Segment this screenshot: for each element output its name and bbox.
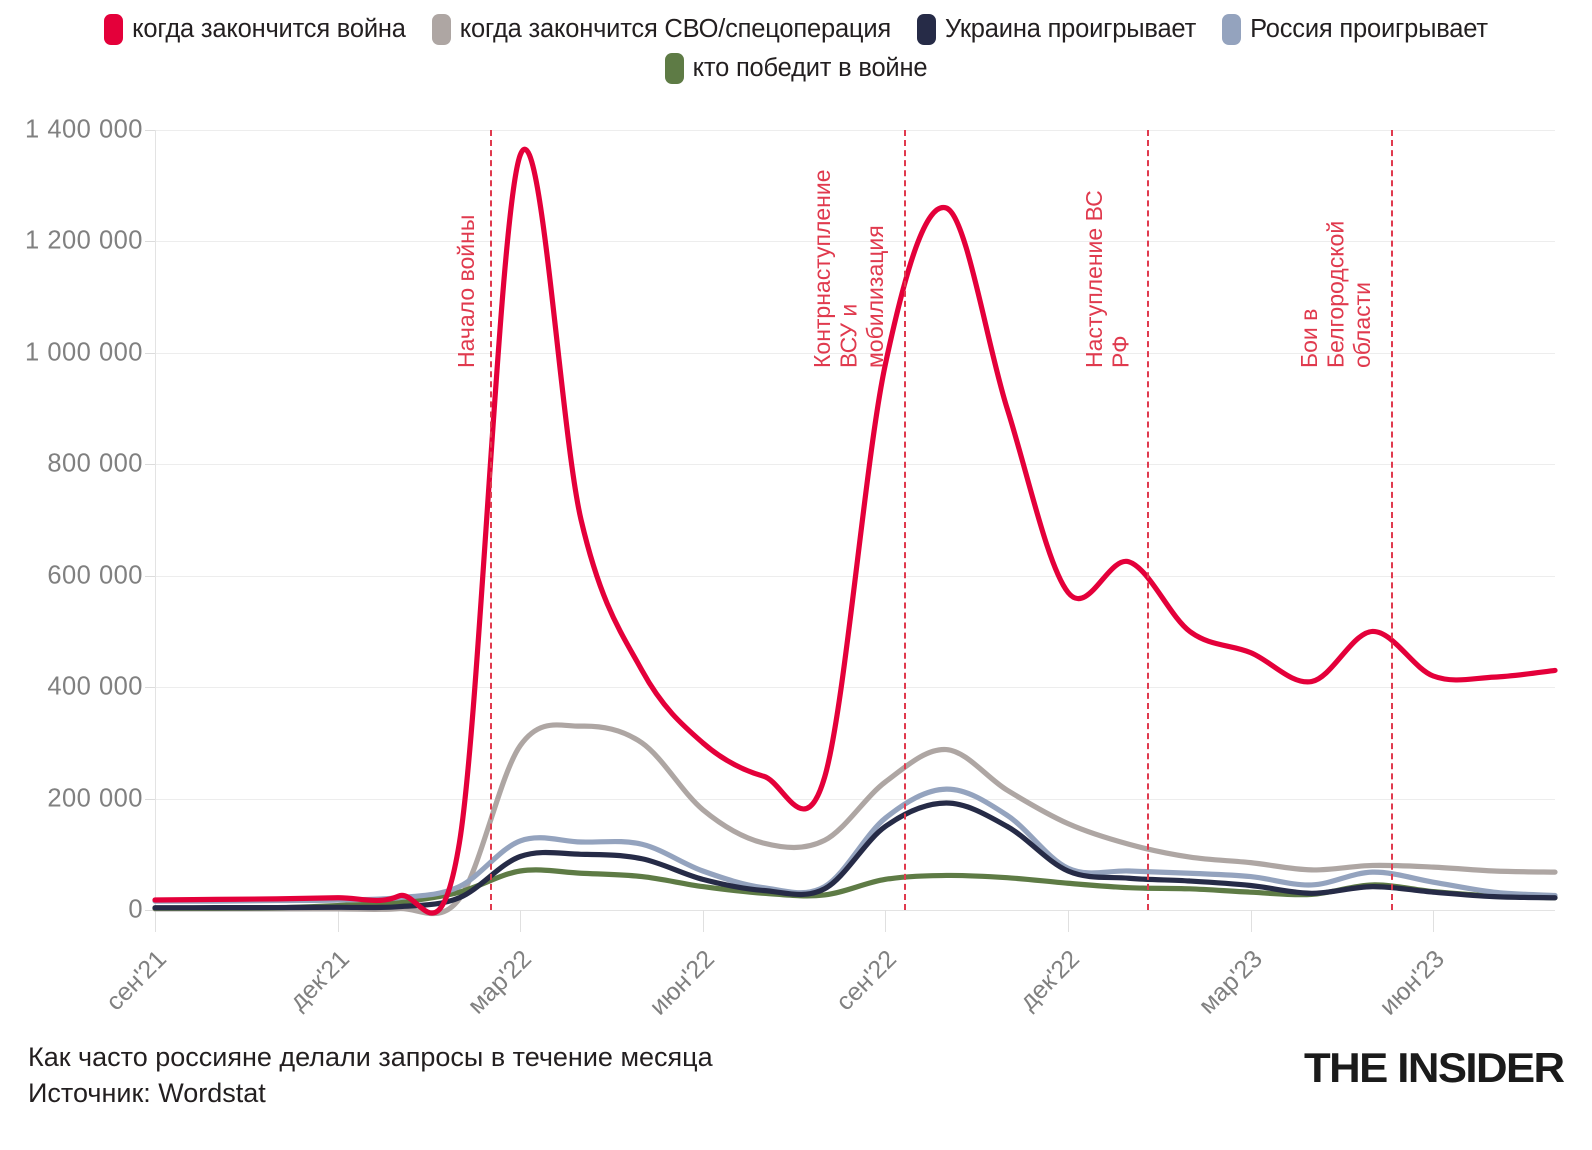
event-label-line: Наступление ВС (1081, 190, 1108, 368)
the-insider-logo: THE INSIDER (1304, 1044, 1565, 1091)
gridline (155, 687, 1555, 689)
event-marker-line (903, 130, 906, 910)
x-axis-tick-label: сен'22 (831, 944, 903, 1017)
legend-row-2: кто победит в войне (0, 53, 1592, 84)
y-axis-tick-label: 600 000 (47, 561, 143, 590)
event-marker-label: Бои в Белгородской области (1296, 138, 1383, 368)
x-axis-tickmark (1068, 910, 1070, 932)
event-marker-line (489, 130, 492, 910)
event-label-line: Белгородской (1322, 220, 1349, 368)
gridline (155, 798, 1555, 800)
legend-item-label: когда закончится СВО/спецоперация (459, 15, 891, 43)
legend-row-1: когда закончится война когда закончится С… (0, 14, 1592, 45)
legend-item[interactable]: когда закончится война (104, 14, 406, 45)
legend-swatch-icon (1222, 14, 1242, 45)
y-axis-tickmark (145, 464, 155, 466)
x-axis-tick-label: мар'23 (1192, 944, 1268, 1020)
gridline (155, 464, 1555, 466)
y-axis-tick-label: 1 000 000 (25, 338, 143, 367)
x-axis-tickmark (1433, 910, 1435, 932)
event-label-line: РФ (1107, 335, 1134, 368)
event-label-line: мобилизация (861, 225, 888, 368)
y-axis-tickmark (145, 798, 155, 800)
legend-item-label: Украина проигрывает (945, 15, 1197, 43)
legend-item-label: когда закончится война (132, 15, 406, 43)
event-marker-label: Контрнаступление ВСУ и мобилизация (809, 138, 896, 368)
x-axis-tickmark (337, 910, 339, 932)
chart-legend: когда закончится война когда закончится С… (0, 14, 1592, 84)
caption-line: Как часто россияне делали запросы в тече… (28, 1042, 713, 1072)
legend-item[interactable]: когда закончится СВО/спецоперация (431, 14, 891, 45)
x-axis-tickmark (520, 910, 522, 932)
y-axis-tickmark (145, 910, 155, 911)
series-line (152, 786, 1558, 904)
gridline (155, 352, 1555, 354)
legend-item[interactable]: Украина проигрывает (917, 14, 1196, 45)
y-axis-tick-label: 800 000 (47, 449, 143, 478)
event-marker-label: Наступление ВС РФ (1081, 138, 1139, 368)
legend-item[interactable]: кто победит в войне (664, 53, 928, 84)
legend-swatch-icon (104, 14, 124, 45)
gridline (155, 130, 1555, 131)
event-label-line: Бои в (1295, 308, 1322, 368)
event-marker-line (1147, 130, 1150, 910)
y-axis-line (155, 130, 156, 910)
event-label-line: Начало войны (452, 214, 479, 368)
y-axis-tickmark (145, 687, 155, 689)
y-axis-tick-label: 0 (128, 895, 143, 924)
footer-caption: Как часто россияне делали запросы в тече… (28, 1040, 713, 1111)
series-line (152, 800, 1558, 911)
y-axis-tick-label: 1 400 000 (25, 115, 143, 144)
y-axis-tickmark (145, 130, 155, 131)
gridline (155, 241, 1555, 243)
series-line (152, 146, 1558, 916)
chart-plot-area: 1 400 000 1 200 000 1 000 000 800 000 600 00… (25, 116, 1558, 1021)
legend-item-label: Россия проигрывает (1250, 15, 1488, 43)
legend-item[interactable]: Россия проигрывает (1222, 14, 1488, 45)
y-axis-tickmark (145, 352, 155, 354)
y-axis-tick-label: 400 000 (47, 672, 143, 701)
event-marker-label: Начало войны (453, 138, 482, 368)
legend-swatch-icon (917, 14, 936, 45)
x-axis-tickmark (885, 910, 887, 932)
event-label-line: ВСУ и (835, 303, 862, 368)
event-label-line: Контрнаступление (808, 169, 835, 368)
y-axis-tick-label: 200 000 (47, 784, 143, 813)
series-lines (152, 146, 1558, 917)
legend-swatch-icon (664, 53, 684, 84)
y-axis-tickmark (145, 241, 155, 243)
x-axis-tickmark (702, 910, 704, 932)
legend-swatch-icon (431, 14, 451, 45)
y-axis-tickmark (145, 575, 155, 577)
event-label-line: области (1348, 281, 1375, 368)
legend-item-label: кто победит в войне (692, 54, 928, 82)
x-axis-tick-label: дек'22 (1014, 944, 1086, 1016)
x-axis-line (155, 910, 1555, 911)
y-axis-tick-label: 1 200 000 (25, 226, 143, 255)
x-axis-tickmark (1250, 910, 1252, 932)
x-axis-tickmark (155, 910, 156, 932)
source-line: Источник: Wordstat (28, 1077, 266, 1108)
event-marker-line (1390, 130, 1393, 910)
